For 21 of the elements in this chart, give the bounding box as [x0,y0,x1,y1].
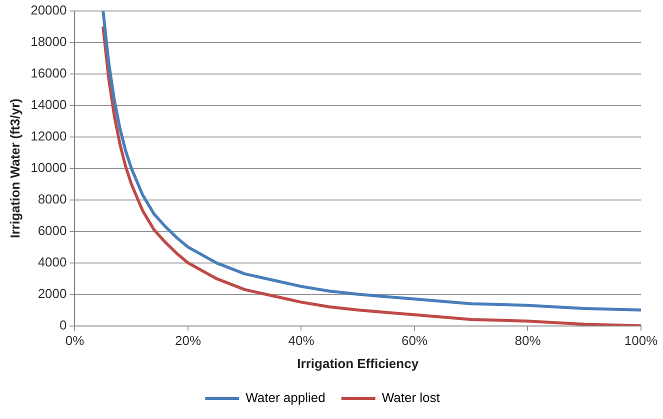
y-tick-label: 10000 [30,160,67,175]
y-tick-label: 0 [60,317,67,332]
y-tick-label: 14000 [30,96,67,112]
y-tick-label: 12000 [30,128,67,144]
y-tick-label: 18000 [30,34,67,49]
x-tick-label: 100% [624,333,658,348]
y-tick-label: 2000 [38,286,67,301]
legend-label: Water lost [382,390,440,406]
x-tick-label: 80% [514,333,542,348]
x-tick-label: 40% [288,333,315,348]
y-tick-label: 4000 [38,254,67,270]
x-tick-label: 0% [65,333,85,348]
legend-label: Water applied [246,390,326,406]
x-tick-label: 60% [401,333,428,348]
x-tick-label: 20% [174,333,202,348]
y-tick-label: 6000 [38,222,67,238]
y-tick-label: 8000 [38,191,67,206]
y-tick-label: 16000 [30,65,67,80]
x-axis-title: Irrigation Efficiency [297,356,420,371]
y-tick-label: 20000 [30,2,67,18]
y-axis-title: Irrigation Water (ft3/yr) [7,98,22,238]
